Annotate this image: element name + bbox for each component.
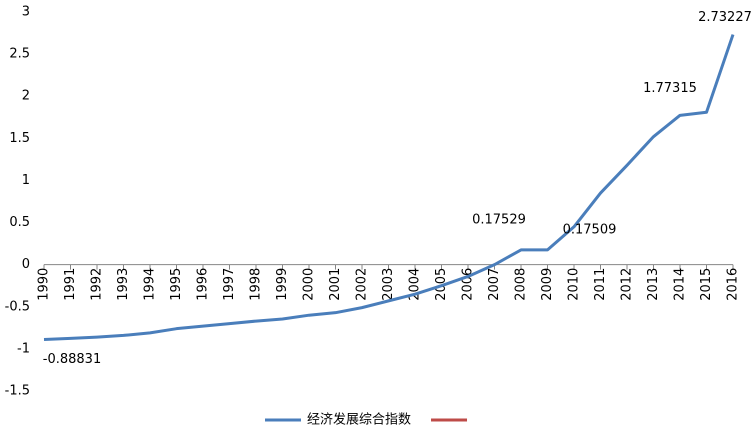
data-label: 2.73227 [698, 10, 751, 25]
y-tick-label: 0 [22, 257, 30, 272]
x-tick-label: 2012 [620, 268, 635, 301]
data-label: 0.17509 [563, 222, 617, 237]
legend-label: 经济发展综合指数 [307, 412, 411, 428]
line-series [43, 34, 735, 341]
x-tick-label: 2011 [593, 268, 608, 301]
y-tick-label: -1.5 [5, 384, 30, 399]
x-tick-label: 2001 [328, 268, 343, 301]
x-tick-label: 1998 [249, 268, 264, 301]
y-tick-label: 3 [22, 5, 30, 20]
x-tick-label: 2010 [567, 268, 582, 301]
y-tick-label: 1 [22, 173, 30, 188]
x-tick-label: 2013 [646, 268, 661, 301]
x-tick-label: 1991 [63, 268, 78, 301]
y-tick-label: 2 [22, 89, 30, 104]
x-tick-label: 2000 [302, 268, 317, 301]
x-tick-label: 1992 [90, 268, 105, 301]
x-tick-label: 2016 [726, 268, 741, 301]
data-label: 1.77315 [643, 81, 697, 96]
x-tick-label: 1994 [143, 268, 158, 301]
x-tick-label: 1995 [169, 268, 184, 301]
y-tick-label: -1 [17, 341, 30, 356]
y-tick-label: 0.5 [9, 215, 30, 230]
x-tick-label: 1993 [116, 268, 131, 301]
data-label: 0.17529 [472, 212, 526, 227]
x-tick-label: 2007 [487, 268, 502, 301]
data-label: -0.88831 [43, 352, 101, 367]
x-tick-label: 1990 [37, 268, 52, 301]
x-tick-label: 1997 [222, 268, 237, 301]
y-tick-label: -0.5 [5, 299, 30, 314]
x-tick-label: 1996 [196, 268, 211, 301]
x-tick-label: 1999 [275, 268, 290, 301]
y-tick-label: 2.5 [9, 47, 30, 62]
x-tick-label: 2008 [514, 268, 529, 301]
x-tick-label: 2015 [699, 268, 714, 301]
y-tick-label: 1.5 [9, 131, 30, 146]
x-tick-label: 2014 [673, 268, 688, 301]
x-tick-label: 2009 [540, 268, 555, 301]
x-tick-label: 2003 [381, 268, 396, 301]
x-tick-label: 2002 [355, 268, 370, 301]
